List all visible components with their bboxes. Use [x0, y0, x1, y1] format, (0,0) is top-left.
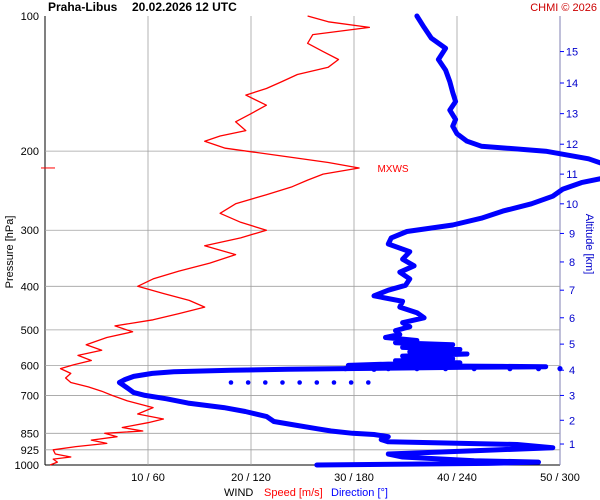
station-title: Praha-Libus: [48, 0, 118, 14]
direction-point: [280, 380, 285, 385]
xlabel-wind: WIND: [224, 487, 253, 499]
altitude-tick-label: 2: [569, 415, 575, 427]
altitude-tick-label: 14: [566, 78, 578, 90]
direction-point: [414, 366, 420, 372]
pressure-tick-label: 400: [21, 281, 39, 293]
altitude-tick-label: 9: [569, 228, 575, 240]
altitude-tick-label: 3: [569, 390, 575, 402]
direction-point: [263, 380, 268, 385]
x-tick-label: 20 / 120: [231, 472, 271, 484]
altitude-axis-label: Altitude [km]: [583, 214, 595, 275]
direction-point: [348, 380, 354, 385]
speed-series-line: [49, 15, 371, 466]
pressure-tick-label: 850: [21, 428, 39, 440]
x-tick-label: 50 / 300: [540, 472, 580, 484]
pressure-tick-label: 300: [21, 225, 39, 237]
direction-series-line: [116, 13, 600, 468]
pressure-tick-label: 200: [21, 146, 39, 158]
altitude-tick-label: 10: [566, 199, 578, 211]
direction-point: [471, 366, 477, 372]
altitude-tick-label: 8: [569, 257, 575, 269]
x-tick-label: 10 / 60: [131, 472, 165, 484]
altitude-tick-label: 13: [566, 109, 578, 121]
direction-point: [385, 366, 391, 372]
altitude-tick-label: 6: [569, 313, 575, 325]
pressure-tick-label: 500: [21, 325, 39, 337]
altitude-tick-label: 15: [566, 47, 578, 59]
altitude-tick-label: 4: [569, 365, 575, 377]
pressure-tick-label: 100: [21, 11, 39, 23]
direction-point: [557, 366, 563, 372]
direction-point: [442, 366, 449, 372]
x-tick-label: 40 / 240: [437, 472, 477, 484]
annotation-layer: MXWS: [41, 164, 409, 175]
max-wind-label: MXWS: [377, 164, 408, 175]
direction-point: [297, 380, 302, 385]
altitude-tick-label: 11: [566, 169, 577, 181]
pressure-tick-label: 700: [21, 390, 39, 402]
altitude-tick-label: 5: [569, 339, 575, 351]
direction-point: [314, 380, 320, 385]
direction-point: [245, 380, 251, 385]
pressure-axis-label: Pressure [hPa]: [4, 216, 16, 289]
altitude-tick-label: 1: [569, 439, 575, 451]
direction-point: [228, 380, 234, 385]
pressure-tick-label: 925: [21, 445, 39, 457]
altitude-tick-label: 12: [566, 139, 578, 151]
xlabel-direction: Direction [°]: [331, 487, 388, 499]
direction-point: [342, 366, 349, 372]
xlabel-speed: Speed [m/s]: [264, 487, 323, 499]
direction-point: [535, 366, 542, 372]
datetime-title: 20.02.2026 12 UTC: [132, 0, 237, 14]
pressure-tick-label: 600: [21, 360, 39, 372]
direction-point: [507, 366, 513, 372]
direction-point: [371, 366, 377, 372]
altitude-tick-label: 7: [569, 285, 575, 297]
direction-point: [331, 380, 337, 385]
direction-point: [366, 380, 371, 385]
x-tick-label: 30 / 180: [334, 472, 374, 484]
pressure-tick-label: 1000: [15, 460, 39, 472]
series-layer: [49, 13, 600, 468]
credit-label: CHMI © 2026: [530, 2, 597, 14]
